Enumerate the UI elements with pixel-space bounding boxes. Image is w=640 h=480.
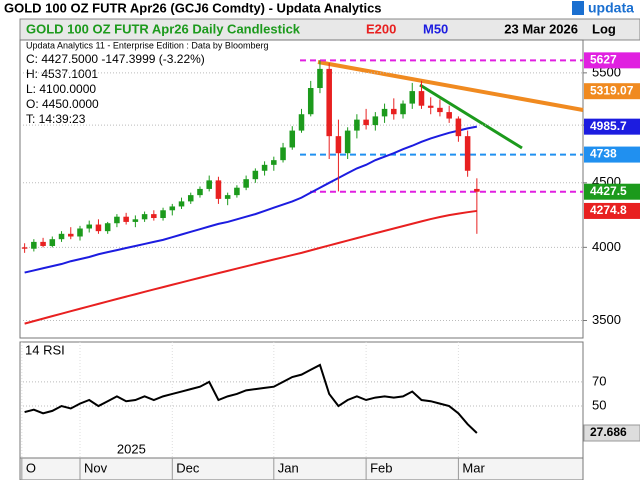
level-label: 5627	[590, 53, 617, 67]
y-tick-label: 4000	[592, 239, 621, 254]
candle-body	[344, 130, 351, 154]
candle-body	[160, 210, 166, 219]
candle-body	[271, 160, 277, 165]
x-axis-band	[19, 457, 584, 480]
candle-body	[261, 164, 268, 171]
candle-body	[58, 233, 65, 240]
candle-body	[381, 108, 388, 117]
x-tick-label: O	[26, 460, 36, 475]
x-tick-label: Nov	[84, 460, 108, 475]
info-line: C: 4427.5000 -147.3999 (-3.22%)	[26, 52, 205, 66]
candle-body	[409, 91, 416, 104]
candle-body	[178, 201, 185, 207]
brand-icon	[572, 1, 584, 15]
candle-body	[21, 247, 28, 249]
subtitle: GOLD 100 OZ FUTR Apr26 Daily Candlestick	[26, 21, 301, 36]
y-tick-label: 3500	[592, 312, 621, 327]
candle-body	[243, 179, 249, 188]
candle-body	[67, 233, 74, 237]
candle-body	[391, 108, 397, 115]
date: 23 Mar 2026	[504, 21, 578, 36]
candle-body	[474, 188, 480, 192]
close-label: 4427.5	[590, 184, 627, 198]
rsi-tag-bg	[583, 424, 640, 442]
candle-body	[197, 188, 203, 196]
ma-line	[24, 125, 478, 274]
rsi-line	[24, 363, 478, 434]
candle-body	[234, 187, 240, 196]
candle-body	[86, 224, 92, 229]
candle-body	[132, 219, 139, 222]
candle-body	[141, 214, 148, 220]
candle-body	[363, 119, 369, 126]
m50-label-bg	[584, 118, 640, 135]
candle-body	[427, 105, 434, 108]
rsi-tick-label: 70	[592, 373, 606, 388]
m50-label: 4985.7	[590, 119, 627, 133]
candle-body	[455, 118, 462, 137]
rsi-last-label: 27.686	[590, 425, 627, 439]
trend-line-orange	[317, 60, 584, 112]
x-tick-label: Mar	[462, 460, 485, 475]
candle-body	[40, 241, 46, 246]
chart-title: GOLD 100 OZ FUTR Apr26 (GCJ6 Comdty) - U…	[4, 0, 382, 15]
candle-body	[372, 116, 379, 126]
info-line: H: 4537.1001	[26, 67, 98, 81]
candle-body	[169, 206, 176, 211]
candle-body	[252, 170, 259, 180]
candle-body	[307, 88, 314, 115]
rsi-tick-label: 50	[592, 397, 606, 412]
close-label-bg	[584, 183, 640, 200]
candle-body	[151, 214, 157, 219]
ma-line	[24, 209, 477, 325]
candle-body	[77, 228, 83, 237]
candle-body	[280, 147, 286, 161]
scale-label: Log	[592, 21, 616, 36]
candle-body	[326, 68, 332, 137]
trendline-label: 5319.07	[590, 83, 634, 97]
candle-body	[298, 114, 305, 131]
trendline-label-bg	[584, 83, 640, 100]
price-panel	[19, 39, 584, 339]
candle-body	[31, 241, 37, 249]
x-tick-label: Feb	[370, 460, 392, 475]
candle-body	[95, 224, 102, 232]
x-tick-label: Dec	[176, 460, 200, 475]
candle-body	[224, 195, 231, 199]
info-line: Updata Analytics 11 - Enterprise Edition…	[26, 40, 268, 50]
trend-line-green	[419, 83, 523, 150]
candle-body	[104, 223, 111, 232]
candle-body	[317, 68, 323, 89]
info-line: L: 4100.0000	[26, 82, 96, 96]
candle-body	[418, 91, 425, 106]
candle-body	[354, 119, 360, 131]
candle-body	[446, 112, 452, 119]
candle-body	[114, 216, 120, 224]
level-tag	[584, 146, 640, 163]
candle-body	[437, 107, 443, 113]
e200-label: 4274.8	[590, 203, 627, 217]
rsi-title: 14 RSI	[25, 342, 65, 357]
candle-body	[187, 195, 194, 202]
info-line: O: 4450.0000	[26, 97, 99, 111]
year-label: 2025	[117, 441, 146, 456]
brand: updata	[588, 0, 634, 16]
legend-e200: E200	[366, 21, 396, 36]
info-line: T: 14:39:23	[26, 112, 86, 126]
e200-label-bg	[584, 202, 640, 219]
candle-body	[335, 136, 342, 154]
level-label: 4738	[590, 147, 617, 161]
candle-body	[464, 136, 471, 171]
candle-body	[400, 103, 406, 115]
legend-m50: M50	[423, 21, 448, 36]
candle-body	[289, 130, 296, 148]
candle-body	[49, 239, 56, 246]
candle-body	[123, 216, 129, 222]
x-tick-label: Jan	[278, 460, 299, 475]
level-tag	[584, 52, 640, 69]
candle-body	[215, 180, 222, 199]
candle-body	[206, 180, 212, 189]
